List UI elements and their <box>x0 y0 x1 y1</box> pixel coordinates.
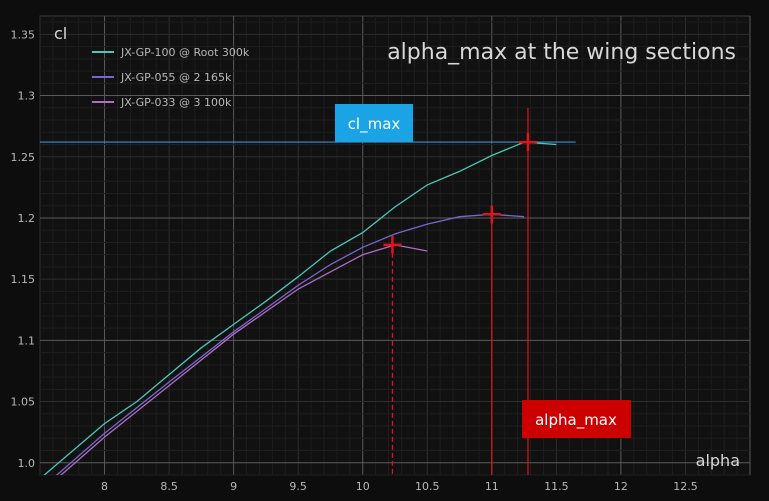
y-axis-label: cl <box>54 24 67 43</box>
x-axis-label: alpha <box>696 451 740 470</box>
series-line-2 <box>55 213 525 475</box>
grid <box>39 16 751 476</box>
y-tick-label: 1.1 <box>18 334 36 347</box>
y-tick-label: 1.15 <box>11 273 36 286</box>
x-tick-label: 9.5 <box>289 480 307 493</box>
cl-max-label: cl_max <box>348 115 401 134</box>
x-tick-label: 11 <box>485 480 499 493</box>
cl-max-annotation: cl_max <box>335 104 413 142</box>
x-tick-label: 12 <box>614 480 628 493</box>
x-tick-label: 8.5 <box>160 480 178 493</box>
x-tick-label: 10 <box>356 480 370 493</box>
x-tick-label: 12.5 <box>673 480 698 493</box>
y-tick-label: 1.0 <box>18 457 36 470</box>
legend: JX-GP-100 @ Root 300k JX-GP-055 @ 2 165k J… <box>92 46 250 109</box>
y-tick-label: 1.35 <box>11 28 36 41</box>
series-line-3 <box>60 244 428 475</box>
series-lines <box>40 141 576 475</box>
y-tick-label: 1.05 <box>11 396 36 409</box>
y-axis-ticks: 1.0 1.05 1.1 1.15 1.2 1.25 1.3 1.35 <box>11 28 36 469</box>
y-tick-label: 1.25 <box>11 151 36 164</box>
legend-label: JX-GP-033 @ 3 100k <box>120 96 232 109</box>
cl-max-box <box>335 104 413 142</box>
alpha-max-label: alpha_max <box>535 411 617 430</box>
series-line-1 <box>43 141 557 475</box>
alpha-max-annotation: alpha_max <box>522 400 631 438</box>
alpha-max-box <box>522 400 631 438</box>
legend-label: JX-GP-055 @ 2 165k <box>120 71 232 84</box>
y-tick-label: 1.2 <box>18 212 36 225</box>
x-axis-ticks: 8 8.5 9 9.5 10 10.5 11 11.5 12 12.5 <box>101 480 698 493</box>
x-tick-label: 9 <box>230 480 237 493</box>
x-tick-label: 10.5 <box>415 480 440 493</box>
chart-title: alpha_max at the wing sections <box>387 40 736 65</box>
x-tick-label: 8 <box>101 480 108 493</box>
y-tick-label: 1.3 <box>18 90 36 103</box>
legend-label: JX-GP-100 @ Root 300k <box>120 46 250 59</box>
x-tick-label: 11.5 <box>544 480 569 493</box>
